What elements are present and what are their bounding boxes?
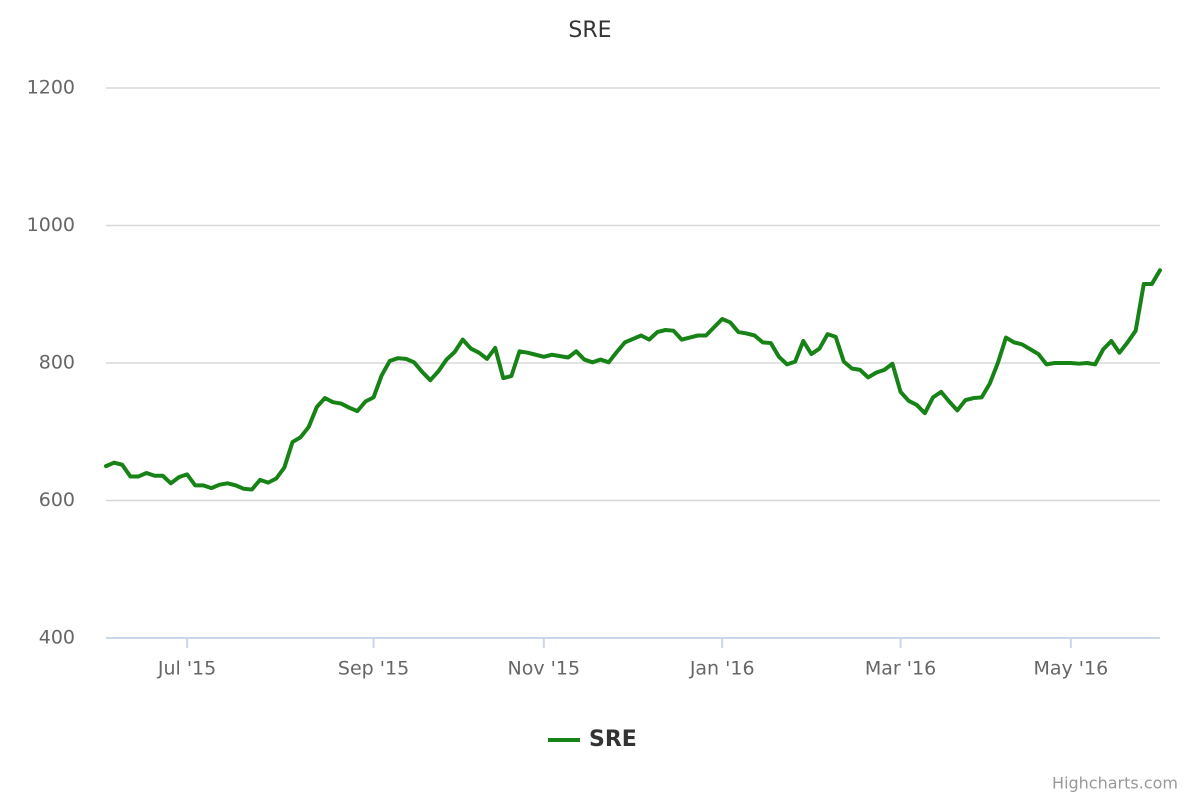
y-tick-label: 600 <box>39 489 75 511</box>
x-tick-label: Sep '15 <box>338 658 409 680</box>
line-series <box>104 268 1162 492</box>
x-tick-label: Nov '15 <box>508 658 581 680</box>
x-tick-label: Jan '16 <box>689 658 755 680</box>
x-tick-label: Mar '16 <box>865 658 936 680</box>
y-tick-label: 400 <box>39 627 75 649</box>
credits[interactable]: Highcharts.com <box>1052 774 1178 793</box>
x-tick-label: May '16 <box>1033 658 1108 680</box>
y-tick-label: 1200 <box>27 77 75 99</box>
chart-title: SRE <box>568 18 611 43</box>
y-tick-label: 1000 <box>27 214 75 236</box>
legend-label: SRE <box>589 727 637 752</box>
y-tick-label: 800 <box>39 352 75 374</box>
x-tick-label: Jul '15 <box>157 658 216 680</box>
